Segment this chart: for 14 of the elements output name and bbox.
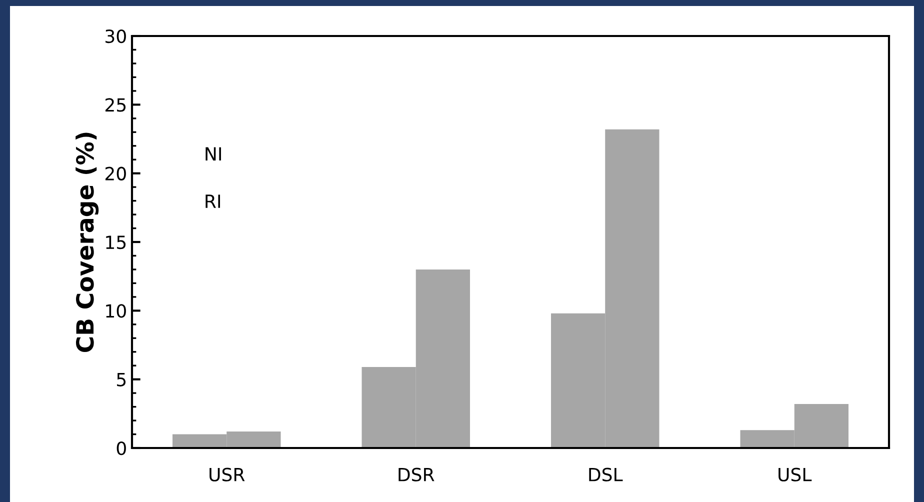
y-tick-label: 10 [106,304,126,318]
x-tick-label: DSL [589,468,623,482]
y-tick-label: 15 [106,236,126,250]
y-axis-title: CB Coverage (%) [76,132,99,352]
y-tick-label: 25 [105,98,126,112]
y-tick-label: 0 [116,441,126,456]
y-tick-label: 20 [105,166,126,180]
x-tick-label: USR [210,468,245,482]
annotation: NI [206,147,221,160]
y-tick-label: 30 [106,29,126,44]
annotation: RI [206,194,220,208]
x-tick-label: USL [778,468,812,482]
y-tick-label: 5 [117,373,126,386]
x-tick-label: DSR [398,468,434,482]
